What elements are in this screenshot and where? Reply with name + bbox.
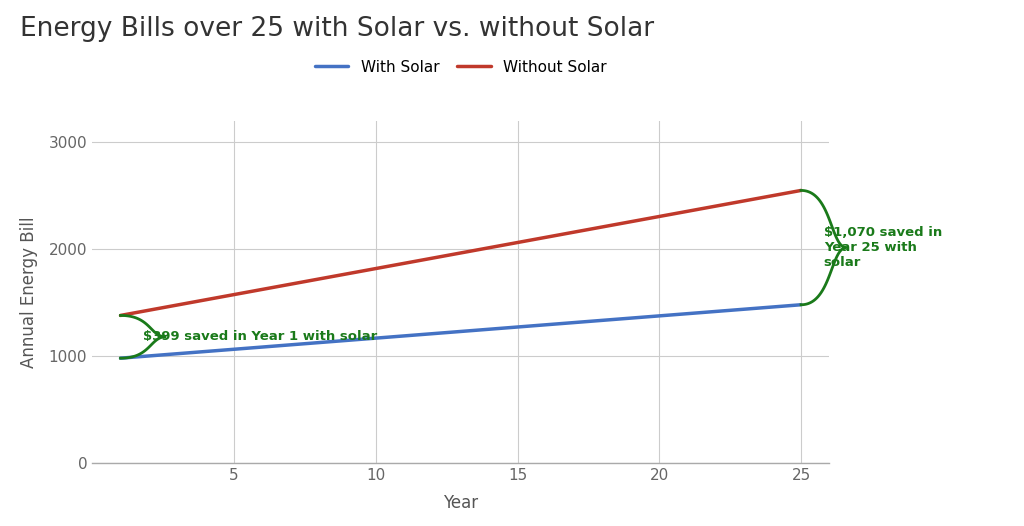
Y-axis label: Annual Energy Bill: Annual Energy Bill — [19, 216, 38, 368]
X-axis label: Year: Year — [443, 494, 478, 512]
Text: $1,070 saved in
Year 25 with
solar: $1,070 saved in Year 25 with solar — [823, 226, 942, 269]
Text: $399 saved in Year 1 with solar: $399 saved in Year 1 with solar — [143, 330, 378, 343]
Text: Energy Bills over 25 with Solar vs. without Solar: Energy Bills over 25 with Solar vs. with… — [20, 16, 654, 42]
Legend: With Solar, Without Solar: With Solar, Without Solar — [308, 54, 613, 80]
